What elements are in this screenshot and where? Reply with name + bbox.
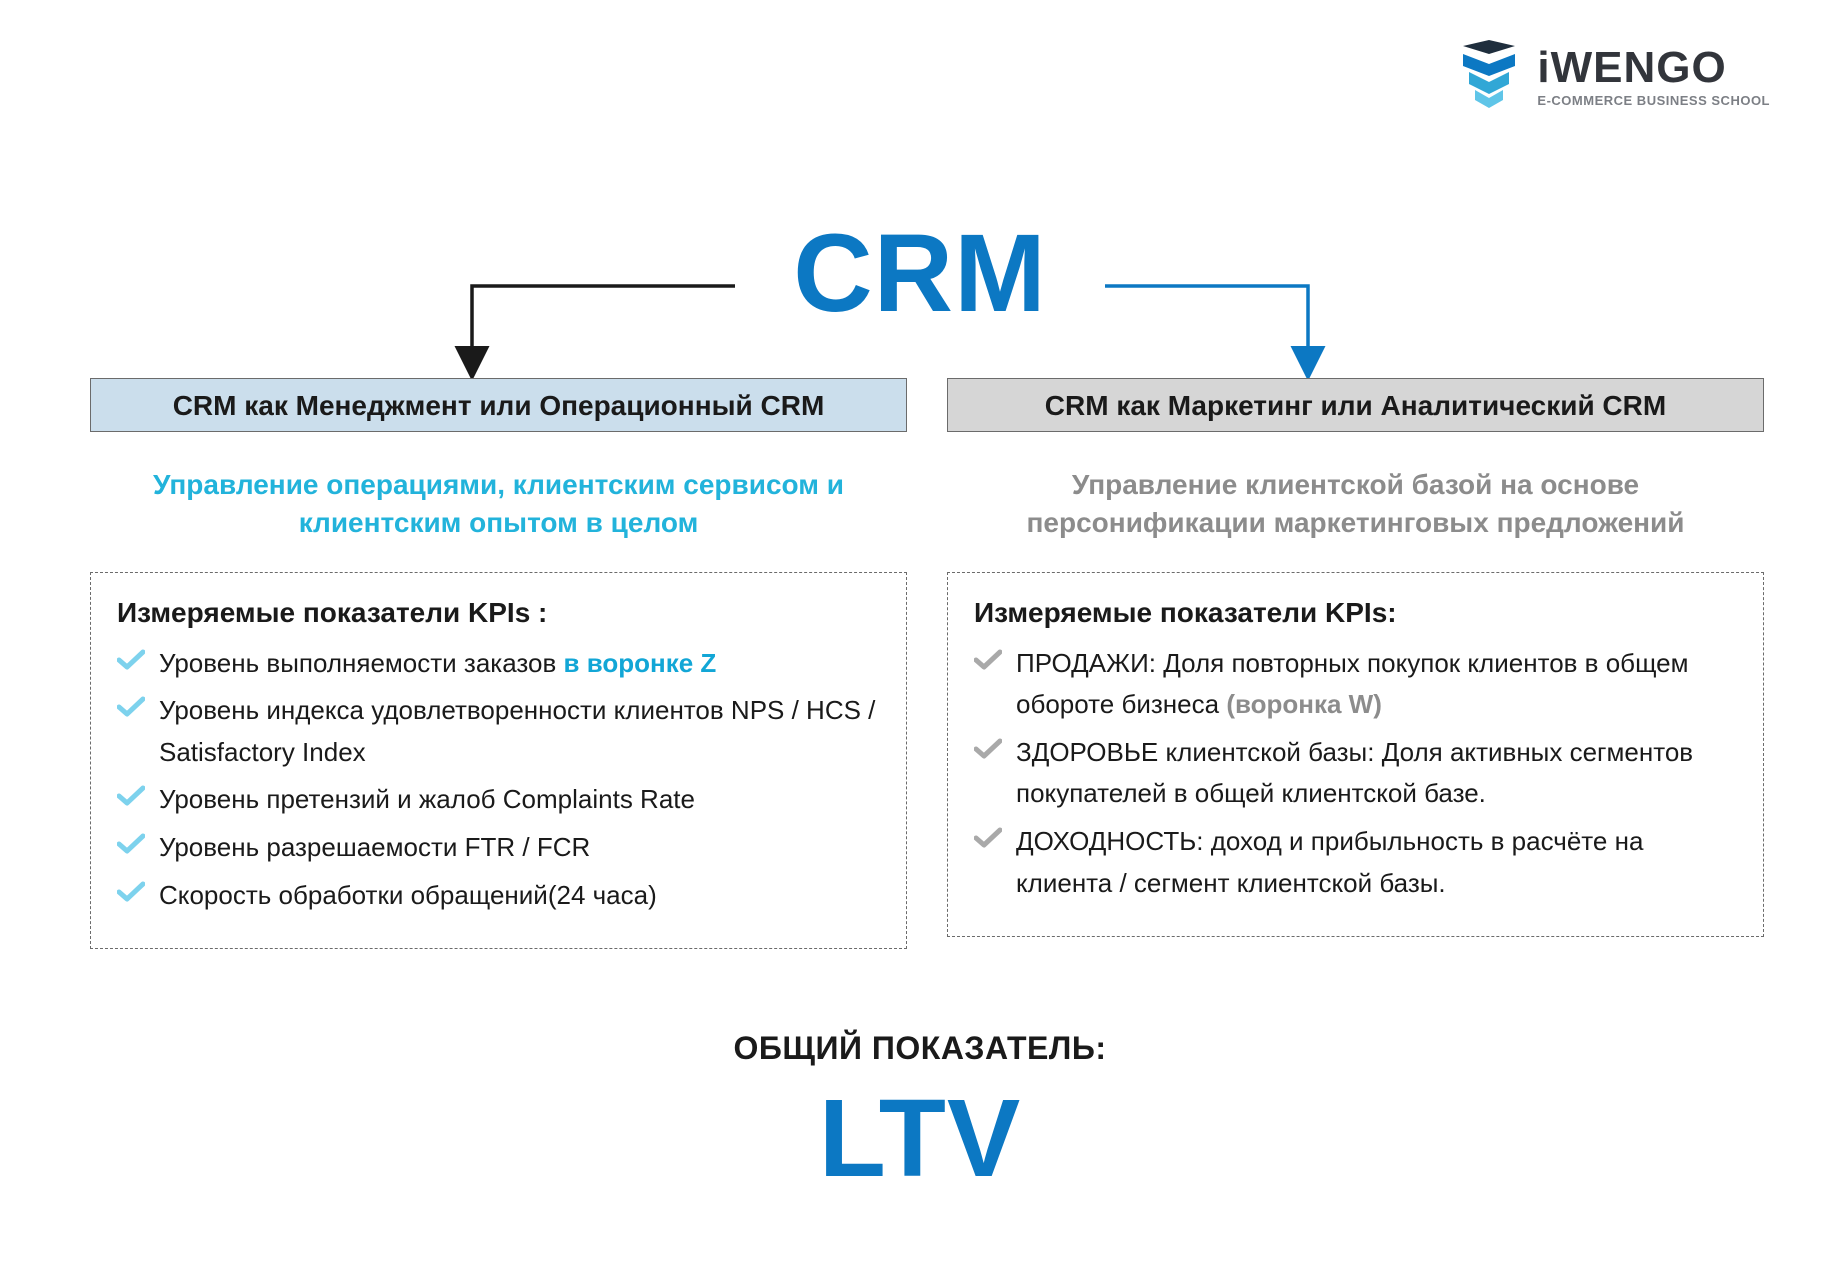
page-title: CRM	[793, 210, 1047, 337]
logo-text: iWENGO E-COMMERCE BUSINESS SCHOOL	[1537, 46, 1770, 107]
check-icon	[974, 738, 1002, 760]
check-icon	[974, 649, 1002, 671]
check-icon	[974, 827, 1002, 849]
kpi-item: Уровень претензий и жалоб Complaints Rat…	[117, 779, 886, 821]
kpi-text: ЗДОРОВЬЕ клиентской базы: Доля активных …	[1016, 732, 1743, 815]
kpi-text: ДОХОДНОСТЬ: доход и прибыльность в расчё…	[1016, 821, 1743, 904]
kpi-text: Уровень индекса удовлетворенности клиент…	[159, 690, 886, 773]
kpi-text: ПРОДАЖИ: Доля повторных покупок клиентов…	[1016, 643, 1743, 726]
column-header-right: CRM как Маркетинг или Аналитический CRM	[947, 378, 1764, 432]
kpi-list-right: ПРОДАЖИ: Доля повторных покупок клиентов…	[968, 643, 1743, 905]
kpi-title-right: Измеряемые показатели KPIs:	[968, 597, 1743, 629]
kpi-title-left: Измеряемые показатели KPIs :	[111, 597, 886, 629]
kpi-box-right: Измеряемые показатели KPIs: ПРОДАЖИ: Дол…	[947, 572, 1764, 938]
columns: CRM как Менеджмент или Операционный CRM …	[90, 378, 1764, 949]
check-icon	[117, 785, 145, 807]
kpi-text: Уровень претензий и жалоб Complaints Rat…	[159, 779, 695, 821]
footer-label: ОБЩИЙ ПОКАЗАТЕЛЬ:	[0, 1030, 1840, 1067]
check-icon	[117, 881, 145, 903]
logo: iWENGO E-COMMERCE BUSINESS SCHOOL	[1453, 40, 1770, 112]
kpi-item: Уровень разрешаемости FTR / FCR	[117, 827, 886, 869]
kpi-item: Уровень выполняемости заказов в воронке …	[117, 643, 886, 685]
logo-subtitle: E-COMMERCE BUSINESS SCHOOL	[1537, 94, 1770, 107]
kpi-item: ЗДОРОВЬЕ клиентской базы: Доля активных …	[974, 732, 1743, 815]
kpi-item: Уровень индекса удовлетворенности клиент…	[117, 690, 886, 773]
check-icon	[117, 649, 145, 671]
column-operational: CRM как Менеджмент или Операционный CRM …	[90, 378, 907, 949]
check-icon	[117, 696, 145, 718]
kpi-item: ДОХОДНОСТЬ: доход и прибыльность в расчё…	[974, 821, 1743, 904]
column-header-left: CRM как Менеджмент или Операционный CRM	[90, 378, 907, 432]
column-subtitle-left: Управление операциями, клиентским сервис…	[90, 466, 907, 542]
kpi-box-left: Измеряемые показатели KPIs : Уровень вып…	[90, 572, 907, 950]
kpi-text: Уровень выполняемости заказов в воронке …	[159, 643, 716, 685]
column-analytical: CRM как Маркетинг или Аналитический CRM …	[947, 378, 1764, 949]
check-icon	[117, 833, 145, 855]
kpi-text: Скорость обработки обращений(24 часа)	[159, 875, 657, 917]
footer: ОБЩИЙ ПОКАЗАТЕЛЬ: LTV	[0, 1030, 1840, 1202]
kpi-item: Скорость обработки обращений(24 часа)	[117, 875, 886, 917]
logo-word: iWENGO	[1537, 46, 1770, 90]
kpi-text: Уровень разрешаемости FTR / FCR	[159, 827, 590, 869]
logo-mark-icon	[1453, 40, 1525, 112]
kpi-list-left: Уровень выполняемости заказов в воронке …	[111, 643, 886, 917]
footer-ltv: LTV	[0, 1075, 1840, 1202]
column-subtitle-right: Управление клиентской базой на основе пе…	[947, 466, 1764, 542]
kpi-item: ПРОДАЖИ: Доля повторных покупок клиентов…	[974, 643, 1743, 726]
